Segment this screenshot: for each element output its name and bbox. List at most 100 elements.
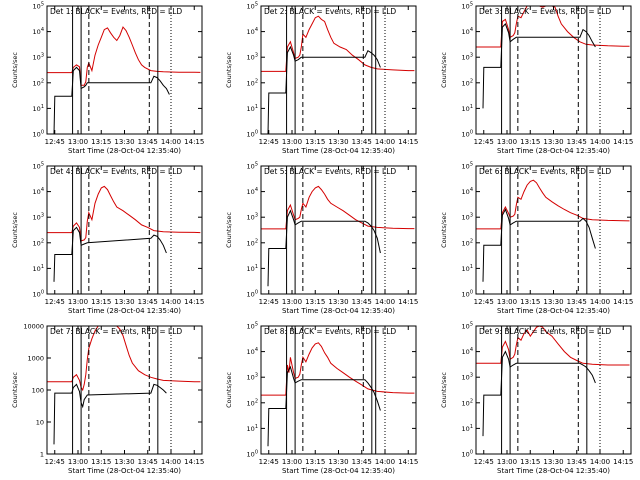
- x-tick-label: 13:15: [520, 138, 540, 146]
- series-group: [476, 179, 630, 282]
- series-group: [47, 26, 201, 134]
- y-tick-label: 100: [462, 450, 473, 459]
- y-tick-label: 104: [462, 187, 473, 196]
- x-tick-label: 14:15: [184, 298, 204, 306]
- x-tick-label: 14:00: [375, 298, 395, 306]
- series-group: [476, 326, 630, 437]
- x-tick-label: 13:00: [497, 138, 517, 146]
- y-tick-label: 100: [32, 387, 44, 395]
- x-tick-label: 13:15: [91, 298, 111, 306]
- y-tick-label: 101: [462, 104, 473, 113]
- chart-panel-1: 12:45 13:00 13:15 13:30 13:45 14:00 14:15 100 10…: [11, 2, 204, 156]
- chart-panel-8: 12:45 13:00 13:15 13:30 13:45 14:00 14:15 100 10…: [225, 322, 418, 476]
- chart-panel-3: 12:45 13:00 13:15 13:30 13:45 14:00 14:15 100 10…: [440, 2, 633, 156]
- y-axis-label: Counts/sec: [11, 212, 19, 248]
- x-tick-label: 13:45: [352, 138, 372, 146]
- x-tick-label: 14:00: [590, 298, 610, 306]
- y-tick-label: 105: [33, 2, 44, 11]
- x-axis-label: Start Time (28-Oct-04 12:35:40): [497, 307, 610, 315]
- y-tick-label: 105: [247, 162, 258, 171]
- x-axis-label: Start Time (28-Oct-04 12:35:40): [68, 467, 181, 475]
- y-tick-label: 104: [247, 347, 258, 356]
- y-tick-label: 103: [462, 53, 473, 62]
- y-tick-label: 101: [33, 264, 44, 273]
- plot-frame: [46, 165, 203, 295]
- y-tick-label: 103: [33, 213, 44, 222]
- y-tick-label: 101: [33, 104, 44, 113]
- y-tick-label: 1: [40, 451, 44, 459]
- plot-frame: [260, 165, 417, 295]
- events-series-line: [53, 66, 170, 134]
- lld-series-line: [261, 15, 415, 72]
- y-tick-label: 103: [247, 373, 258, 382]
- chart-title: Det 7: BLACK = Events, RED = LLD: [50, 327, 182, 336]
- chart-title: Det 4: BLACK = Events, RED = LLD: [50, 167, 182, 176]
- y-tick-label: 101: [247, 104, 258, 113]
- y-tick-label: 105: [462, 322, 473, 331]
- x-axis-label: Start Time (28-Oct-04 12:35:40): [497, 147, 610, 155]
- y-axis-label: Counts/sec: [440, 372, 448, 408]
- lld-series-line: [476, 6, 630, 48]
- x-tick-label: 13:00: [282, 458, 302, 466]
- y-tick-label: 101: [247, 424, 258, 433]
- y-tick-label: 102: [462, 238, 473, 247]
- y-tick-label: 100: [462, 290, 473, 299]
- x-tick-label: 14:15: [184, 138, 204, 146]
- x-tick-label: 14:00: [590, 458, 610, 466]
- x-tick-label: 12:45: [45, 138, 65, 146]
- x-axis-label: Start Time (28-Oct-04 12:35:40): [282, 467, 395, 475]
- y-tick-label: 103: [462, 373, 473, 382]
- x-tick-label: 13:00: [68, 138, 88, 146]
- x-tick-label: 14:15: [398, 138, 418, 146]
- chart-title: Det 2: BLACK = Events, RED = LLD: [264, 7, 396, 16]
- y-axis-label: Counts/sec: [440, 52, 448, 88]
- y-tick-label: 1000: [27, 355, 44, 363]
- series-group: [261, 342, 415, 447]
- y-tick-label: 10: [36, 419, 44, 427]
- x-axis-label: Start Time (28-Oct-04 12:35:40): [497, 467, 610, 475]
- x-tick-label: 13:30: [543, 138, 563, 146]
- chart-panel-2: 12:45 13:00 13:15 13:30 13:45 14:00 14:15 100 10…: [225, 2, 418, 156]
- x-axis-label: Start Time (28-Oct-04 12:35:40): [68, 307, 181, 315]
- y-tick-label: 102: [33, 78, 44, 87]
- y-tick-label: 102: [33, 238, 44, 247]
- y-tick-label: 102: [247, 238, 258, 247]
- x-tick-label: 13:15: [520, 458, 540, 466]
- plot-frame: [46, 5, 203, 135]
- chart-panel-5: 12:45 13:00 13:15 13:30 13:45 14:00 14:15 100 10…: [225, 162, 418, 316]
- y-tick-label: 103: [247, 53, 258, 62]
- lld-series-line: [47, 326, 201, 392]
- x-tick-label: 13:30: [328, 138, 348, 146]
- x-tick-label: 13:45: [567, 458, 587, 466]
- x-tick-label: 14:15: [613, 298, 633, 306]
- x-tick-label: 13:30: [328, 298, 348, 306]
- x-tick-label: 13:00: [68, 458, 88, 466]
- chart-panel-6: 12:45 13:00 13:15 13:30 13:45 14:00 14:15 100 10…: [440, 162, 633, 316]
- plot-frame: [260, 325, 417, 455]
- y-tick-label: 103: [33, 53, 44, 62]
- x-tick-label: 13:00: [68, 298, 88, 306]
- y-tick-label: 102: [247, 398, 258, 407]
- plot-frame: [475, 325, 632, 455]
- y-tick-label: 102: [462, 398, 473, 407]
- y-tick-label: 104: [462, 347, 473, 356]
- x-tick-label: 13:00: [497, 458, 517, 466]
- chart-title: Det 6: BLACK = Events, RED = LLD: [479, 167, 611, 176]
- chart-panel-7: 12:45 13:00 13:15 13:30 13:45 14:00 14:15 1 10 10…: [11, 323, 204, 476]
- x-tick-label: 13:15: [305, 298, 325, 306]
- x-tick-label: 13:45: [138, 298, 158, 306]
- x-axis-label: Start Time (28-Oct-04 12:35:40): [282, 147, 395, 155]
- x-tick-label: 12:45: [474, 138, 494, 146]
- y-tick-label: 104: [33, 187, 44, 196]
- y-tick-label: 103: [247, 213, 258, 222]
- y-tick-label: 100: [247, 290, 258, 299]
- x-tick-label: 13:30: [114, 138, 134, 146]
- x-tick-label: 13:00: [282, 298, 302, 306]
- chart-title: Det 1: BLACK = Events, RED = LLD: [50, 7, 182, 16]
- x-tick-label: 13:45: [567, 298, 587, 306]
- x-tick-label: 12:45: [259, 138, 279, 146]
- x-tick-label: 14:00: [590, 138, 610, 146]
- y-tick-label: 105: [462, 162, 473, 171]
- x-tick-label: 12:45: [259, 458, 279, 466]
- plot-frame: [475, 165, 632, 295]
